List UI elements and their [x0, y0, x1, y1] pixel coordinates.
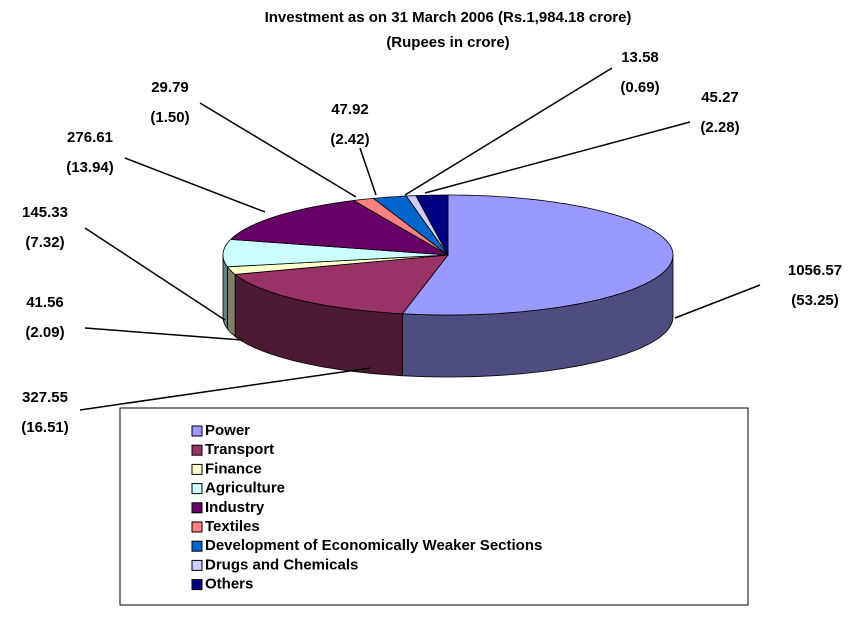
- legend-label: Development of Economically Weaker Secti…: [205, 537, 542, 554]
- percent-label: (7.32): [25, 234, 64, 251]
- value-label: 45.27: [701, 89, 739, 106]
- chart-title: Investment as on 31 March 2006 (Rs.1,984…: [265, 9, 632, 26]
- leader-line: [124, 157, 266, 213]
- value-label: 276.61: [67, 129, 113, 146]
- value-label: 47.92: [331, 101, 369, 118]
- legend-swatch: [191, 540, 203, 552]
- leader-line: [84, 327, 243, 341]
- percent-label: (2.28): [700, 119, 739, 136]
- value-label: 41.56: [26, 294, 64, 311]
- legend-swatch: [191, 444, 203, 456]
- legend-label: Transport: [205, 441, 274, 458]
- legend-swatch: [191, 425, 203, 437]
- percent-label: (53.25): [791, 292, 839, 309]
- leader-line: [79, 367, 371, 411]
- legend-label: Agriculture: [205, 480, 285, 497]
- leader-line: [424, 121, 691, 194]
- legend-swatch: [191, 559, 203, 571]
- leader-line: [199, 102, 357, 198]
- legend-swatch: [191, 502, 203, 514]
- pie-side: [227, 266, 236, 338]
- legend-label: Textiles: [205, 518, 260, 535]
- legend-label: Industry: [205, 499, 265, 516]
- value-label: 327.55: [22, 389, 68, 406]
- percent-label: (16.51): [21, 419, 69, 436]
- legend-swatch: [191, 463, 203, 475]
- pie-slice: [415, 194, 449, 256]
- percent-label: (0.69): [620, 79, 659, 96]
- leader-line: [404, 67, 613, 196]
- leader-line: [359, 147, 377, 196]
- legend-label: Others: [205, 576, 253, 593]
- legend-label: Power: [205, 422, 250, 439]
- value-label: 29.79: [151, 79, 189, 96]
- value-label: 1056.57: [788, 262, 842, 279]
- chart-subtitle: (Rupees in crore): [386, 34, 509, 51]
- legend-label: Finance: [205, 460, 262, 477]
- legend-label: Drugs and Chemicals: [205, 556, 358, 573]
- percent-label: (2.09): [25, 324, 64, 341]
- legend-swatch: [191, 483, 203, 495]
- legend-box: [119, 407, 749, 606]
- leader-line: [674, 284, 761, 319]
- percent-label: (2.42): [330, 131, 369, 148]
- leader-line: [84, 227, 226, 321]
- pie-slice: [226, 254, 449, 275]
- pie-slice: [229, 200, 449, 256]
- legend-swatch: [191, 521, 203, 533]
- pie-slice: [372, 195, 449, 256]
- percent-label: (13.94): [66, 159, 114, 176]
- pie-slice: [222, 238, 449, 268]
- percent-label: (1.50): [150, 109, 189, 126]
- legend-swatch: [191, 579, 203, 591]
- value-label: 13.58: [621, 49, 659, 66]
- pie-slice: [401, 194, 674, 316]
- value-label: 145.33: [22, 204, 68, 221]
